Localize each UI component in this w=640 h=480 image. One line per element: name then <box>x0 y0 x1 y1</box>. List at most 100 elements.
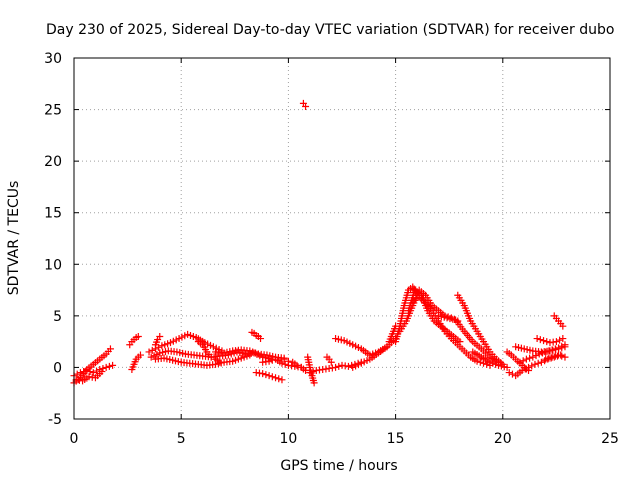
data-point <box>525 363 533 371</box>
chart-title: Day 230 of 2025, Sidereal Day-to-day VTE… <box>46 22 614 38</box>
data-point <box>528 362 536 370</box>
series-arc-16 <box>299 99 310 110</box>
series-arc-28 <box>454 291 507 368</box>
data-point <box>529 353 537 361</box>
data-point <box>505 369 513 377</box>
series-arc-10 <box>194 338 224 366</box>
series-arc-08 <box>151 351 254 369</box>
data-point <box>522 355 530 363</box>
data-point <box>540 337 548 345</box>
data-point <box>552 338 560 346</box>
series-arc-04 <box>126 332 142 349</box>
data-point <box>545 347 553 355</box>
data-point <box>556 336 564 344</box>
data-point <box>535 350 543 358</box>
data-point <box>542 355 550 363</box>
series-arc-06 <box>145 330 226 356</box>
data-point <box>73 370 81 378</box>
data-points <box>70 99 569 387</box>
data-point <box>309 368 317 376</box>
data-point <box>521 365 529 373</box>
data-point <box>551 345 559 353</box>
series-arc-30 <box>503 348 533 375</box>
series-arc-33 <box>516 341 569 366</box>
data-point <box>503 363 511 371</box>
data-point <box>545 354 553 362</box>
data-point <box>518 367 526 375</box>
data-point <box>278 359 286 367</box>
data-point <box>534 359 542 367</box>
data-point <box>80 368 88 376</box>
data-point <box>272 374 280 382</box>
x-tick-label: 5 <box>177 431 186 447</box>
data-point <box>76 369 84 377</box>
data-point <box>327 358 335 366</box>
x-axis-label: GPS time / hours <box>280 458 397 474</box>
data-point <box>537 358 545 366</box>
data-point <box>519 357 527 365</box>
data-point <box>302 102 310 110</box>
data-point <box>559 322 567 330</box>
y-tick-label: 25 <box>44 103 62 119</box>
data-point <box>543 338 551 346</box>
y-axis-label: SDTVAR / TECUs <box>6 181 22 296</box>
data-point <box>105 362 113 370</box>
data-point <box>558 352 566 360</box>
series-arc-36 <box>542 351 569 363</box>
data-point <box>280 355 288 363</box>
data-point <box>259 370 267 378</box>
x-tick-label: 20 <box>494 431 512 447</box>
data-point <box>542 348 550 356</box>
data-point <box>156 332 164 340</box>
data-point <box>102 363 110 371</box>
data-point <box>216 358 224 366</box>
data-point <box>99 364 107 372</box>
data-point <box>134 332 142 340</box>
data-point <box>86 368 94 376</box>
data-point <box>306 369 314 377</box>
y-tick-label: 5 <box>53 309 62 325</box>
data-point <box>293 361 301 369</box>
series-arc-09 <box>151 332 164 349</box>
series-arc-05 <box>128 351 144 373</box>
y-tick-label: 0 <box>53 360 62 376</box>
series-arc-13 <box>259 355 305 371</box>
series-arc-14 <box>252 369 286 384</box>
series-arc-21 <box>349 335 400 371</box>
data-point <box>265 357 273 365</box>
series-arc-15 <box>280 355 314 377</box>
data-point <box>136 351 144 359</box>
y-tick-labels: -5 0 5 10 15 20 25 30 <box>44 51 62 428</box>
series-arc-35 <box>550 312 567 330</box>
data-point <box>148 346 156 354</box>
y-tick-label: 20 <box>44 154 62 170</box>
data-point <box>541 357 549 365</box>
data-point <box>409 296 417 304</box>
series-arc-20 <box>332 335 391 359</box>
data-point <box>207 353 215 361</box>
data-point <box>98 368 106 376</box>
data-point <box>532 352 540 360</box>
data-point <box>310 379 318 387</box>
data-point <box>538 349 546 357</box>
series-arc-22 <box>385 322 400 346</box>
data-point <box>335 362 343 370</box>
x-tick-label: 10 <box>279 431 297 447</box>
data-point <box>548 353 556 361</box>
y-tick-label: 15 <box>44 206 62 222</box>
data-point <box>561 353 569 361</box>
data-point <box>548 346 556 354</box>
data-point <box>555 344 563 352</box>
data-point <box>344 362 352 370</box>
plot-frame <box>73 57 611 420</box>
data-point <box>536 336 544 344</box>
data-point <box>275 375 283 383</box>
data-point <box>555 351 563 359</box>
series-arc-34 <box>533 335 567 347</box>
data-point <box>531 360 539 368</box>
series-arc-12 <box>248 328 265 343</box>
data-point <box>281 360 289 368</box>
x-tick-label: 15 <box>387 431 405 447</box>
data-point <box>558 342 566 350</box>
